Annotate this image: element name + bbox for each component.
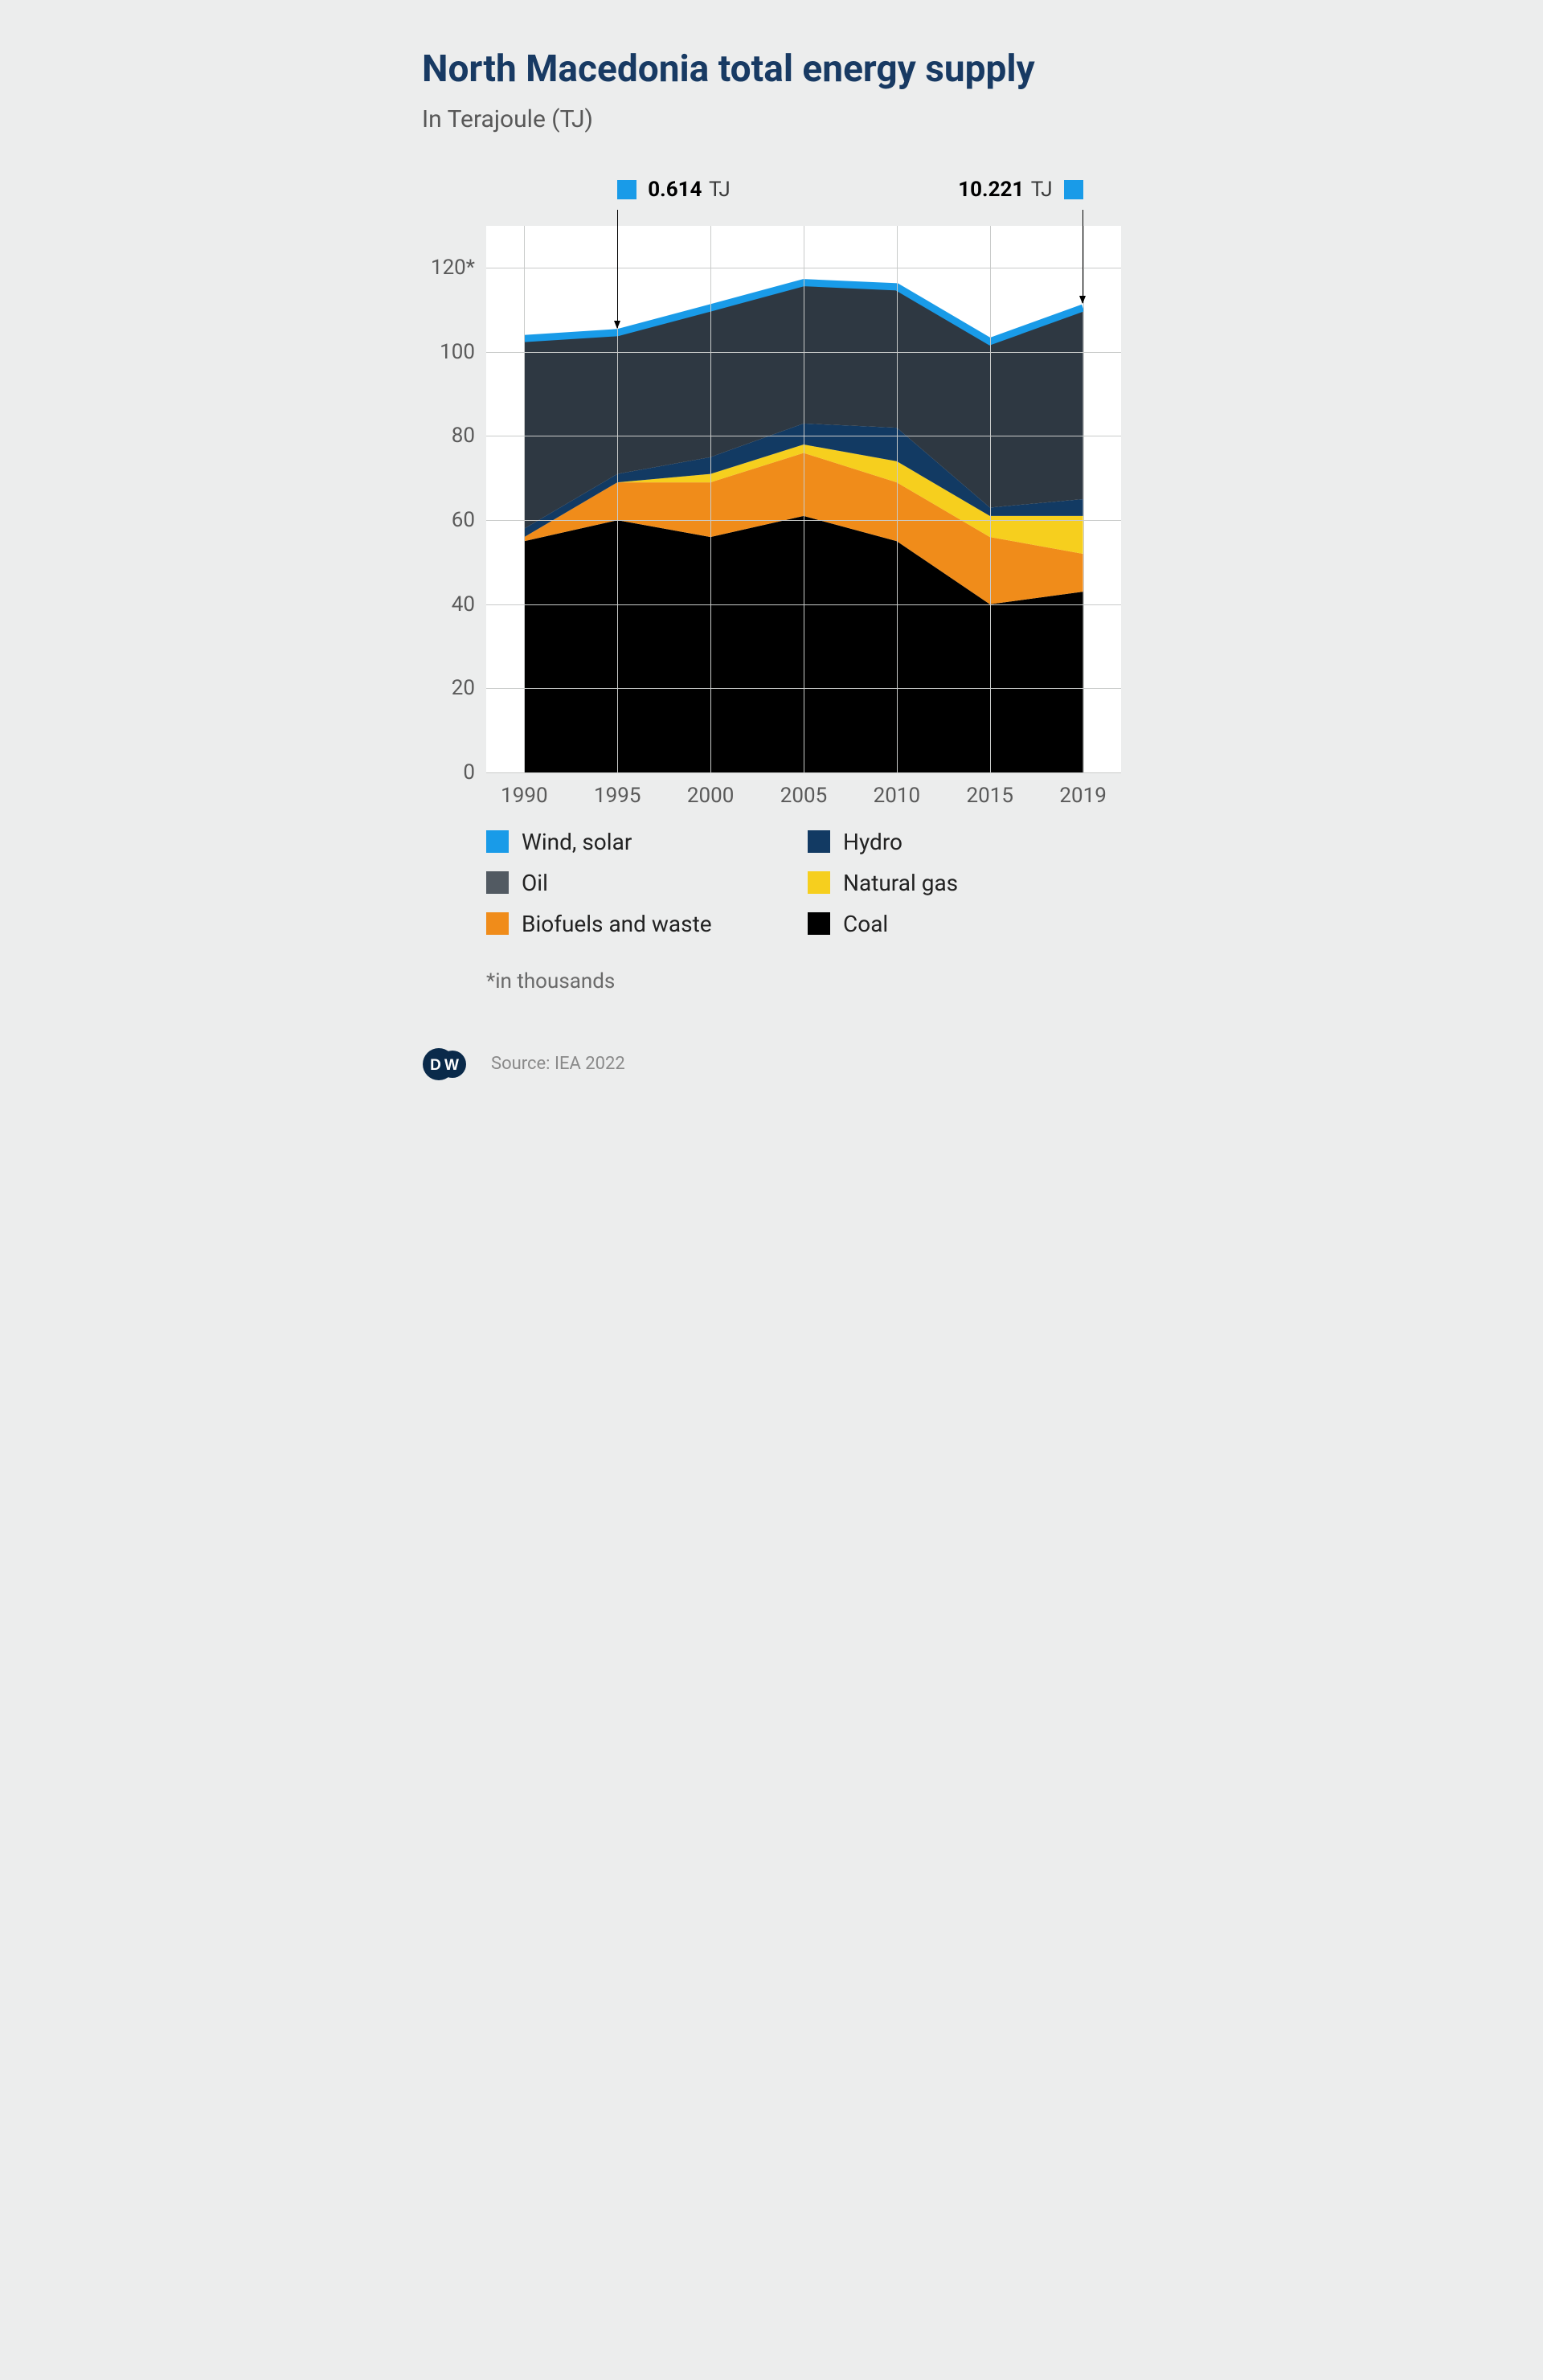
chart-title: North Macedonia total energy supply [422,48,1121,91]
chart-footnote: *in thousands [486,969,1121,993]
x-tick-label: 1995 [594,784,641,808]
gridline-v [990,226,991,772]
callout-value: 10.221 [958,178,1024,202]
x-tick-label: 2005 [780,784,827,808]
x-tick-label: 2010 [874,784,920,808]
x-tick-label: 1990 [501,784,547,808]
x-tick-label: 2019 [1059,784,1106,808]
svg-text:D: D [430,1057,441,1074]
x-axis: 1990 1995 2000 2005 2010 2015 2019 [486,772,1121,813]
legend-swatch [808,830,830,853]
y-tick-label: 80 [419,424,475,448]
y-tick-label: 0 [419,760,475,784]
legend-swatch [808,912,830,935]
gridline-v [897,226,898,772]
chart-legend: Wind, solar Hydro Oil Natural gas Biofuels a… [486,829,1121,937]
callout-unit: TJ [1031,178,1053,202]
source-text: Source: IEA 2022 [491,1054,625,1074]
callout-swatch [617,180,636,199]
y-axis: 020406080100120* [422,226,486,772]
y-tick-label: 20 [419,676,475,700]
callout-swatch [1064,180,1083,199]
legend-label: Biofuels and waste [522,911,712,937]
y-tick-label: 100 [419,340,475,364]
y-tick-label: 60 [419,508,475,532]
chart: 0.614 TJ10.221 TJ 020406080100120* 19901… [422,178,1121,772]
callout-arrow [617,210,618,328]
gridline-v [524,226,525,772]
footer: D W Source: IEA 2022 [422,1042,1121,1087]
chart-plot-area [486,226,1121,772]
legend-label: Natural gas [843,870,958,896]
legend-swatch [486,830,509,853]
legend-item: Natural gas [808,870,1121,896]
legend-item: Wind, solar [486,829,800,855]
legend-item: Hydro [808,829,1121,855]
legend-item: Oil [486,870,800,896]
callout-value: 0.614 [648,178,702,202]
chart-callouts: 0.614 TJ10.221 TJ [486,178,1121,218]
legend-item: Biofuels and waste [486,911,800,937]
infographic-card: North Macedonia total energy supply In T… [378,0,1165,1119]
callout-unit: TJ [709,178,731,202]
gridline-v [710,226,711,772]
svg-text:W: W [444,1057,459,1074]
chart-subtitle: In Terajoule (TJ) [422,105,1121,133]
y-tick-label: 40 [419,592,475,617]
y-tick-label: 120* [419,256,475,280]
callout: 10.221 TJ [958,178,1083,202]
legend-label: Coal [843,911,888,937]
chart-plot: 020406080100120* 19901995200020052010201… [486,226,1121,772]
legend-label: Wind, solar [522,829,632,855]
legend-label: Hydro [843,829,902,855]
x-tick-label: 2015 [966,784,1013,808]
legend-label: Oil [522,870,548,896]
dw-logo: D W [422,1042,467,1087]
callout: 0.614 TJ [617,178,730,202]
legend-swatch [808,871,830,894]
gridline-v [1083,226,1084,772]
x-tick-label: 2000 [687,784,734,808]
legend-swatch [486,871,509,894]
legend-item: Coal [808,911,1121,937]
legend-swatch [486,912,509,935]
